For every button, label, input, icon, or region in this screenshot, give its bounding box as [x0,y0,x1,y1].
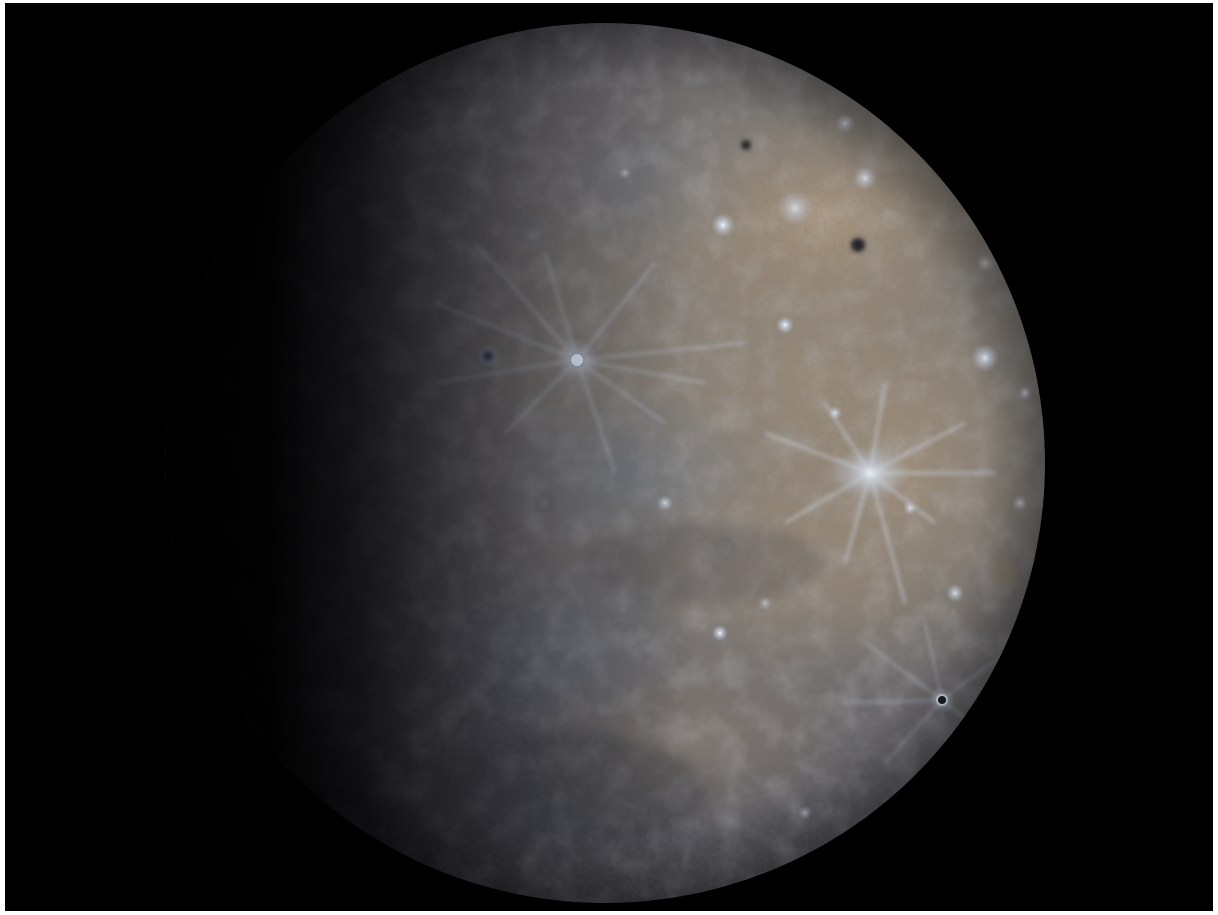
planet-image [5,3,1213,911]
image-frame [5,3,1213,911]
planet-disk [165,23,1045,903]
